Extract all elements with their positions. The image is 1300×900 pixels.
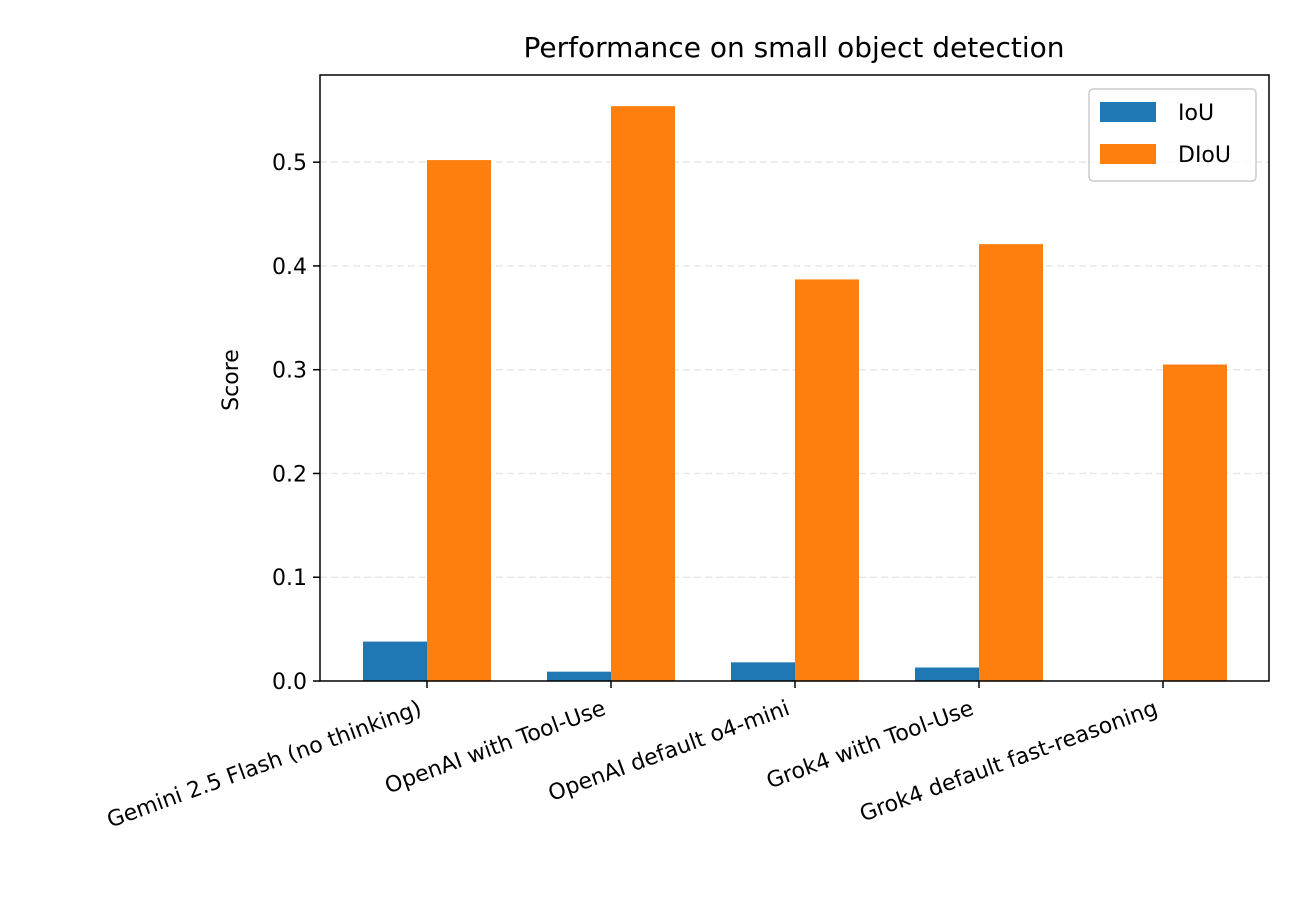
chart-title: Performance on small object detection [523,31,1064,64]
y-axis-label: Score [219,349,244,411]
bar-diou-5 [1163,364,1227,681]
bar-iou-1 [363,641,427,681]
y-tick-label: 0.1 [272,566,307,591]
y-tick-label: 0.0 [272,670,307,695]
legend-label-iou: IoU [1178,101,1214,126]
y-tick-label: 0.5 [272,151,307,176]
bar-diou-4 [979,244,1043,681]
x-tick-label: Gemini 2.5 Flash (no thinking) [104,696,425,833]
bar-diou-3 [795,279,859,681]
bar-iou-4 [915,667,979,681]
x-tick-label: Grok4 default fast-reasoning [857,696,1161,827]
legend: IoU DIoU [1088,88,1257,182]
bar-diou-2 [611,106,675,682]
bar-iou-2 [547,671,611,681]
y-tick-label: 0.4 [272,255,307,280]
bar-iou-3 [731,662,795,681]
y-tick-label: 0.3 [272,359,307,384]
y-axis: 0.0 0.1 0.2 0.3 0.4 0.5 [272,151,320,695]
x-axis: Gemini 2.5 Flash (no thinking)OpenAI wit… [104,681,1164,833]
bars [363,106,1227,682]
legend-swatch-diou [1100,144,1156,164]
y-tick-label: 0.2 [272,462,307,487]
legend-label-diou: DIoU [1178,143,1231,168]
bar-diou-1 [427,160,491,681]
legend-swatch-iou [1100,102,1156,122]
